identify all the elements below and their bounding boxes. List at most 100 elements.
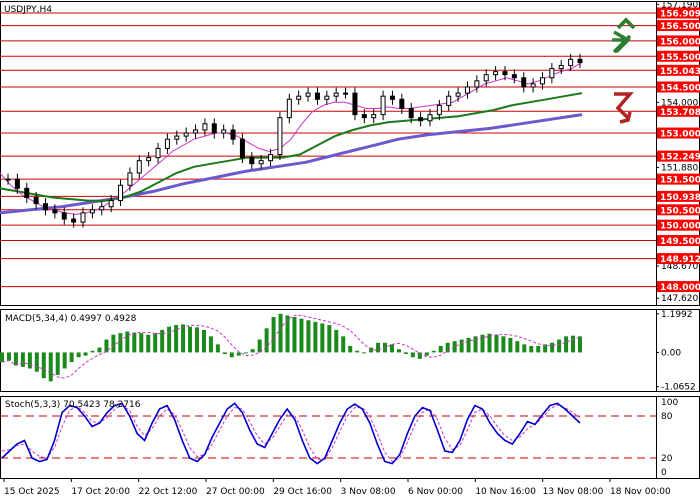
candle-body xyxy=(380,95,386,116)
candle-body xyxy=(502,71,508,76)
macd-tick-label: -1.0652 xyxy=(661,383,696,393)
candle-body xyxy=(268,154,274,162)
macd-tick-label: 0.00 xyxy=(661,348,681,358)
level-label: 150.500 xyxy=(660,206,700,216)
price-tick-label: 157.190 xyxy=(661,0,698,10)
ma-medium-line xyxy=(0,92,583,202)
macd-bar xyxy=(222,352,227,355)
candle-body xyxy=(324,95,330,100)
macd-bar xyxy=(501,336,506,353)
macd-bar xyxy=(445,342,450,353)
candle-body xyxy=(249,157,255,165)
macd-bar xyxy=(543,344,548,353)
macd-bar xyxy=(34,352,39,372)
ma-slow-line xyxy=(0,113,583,215)
time-tick-label: 6 Nov 00:00 xyxy=(408,487,463,497)
macd-signal-line xyxy=(1,314,581,379)
macd-bar xyxy=(292,317,297,353)
candle-body xyxy=(183,132,189,137)
candle-body xyxy=(43,203,49,211)
macd-bar xyxy=(410,352,415,358)
candle-body xyxy=(464,86,470,94)
price-tick-label: 151.880 xyxy=(661,163,698,173)
level-label: 150.938 xyxy=(660,193,700,203)
macd-bar xyxy=(278,313,283,353)
macd-bar xyxy=(181,324,186,353)
candle-body xyxy=(258,160,264,165)
macd-bar xyxy=(264,328,269,353)
candle-body xyxy=(371,114,377,119)
macd-bar xyxy=(215,344,220,353)
candle-body xyxy=(333,92,339,97)
macd-bar xyxy=(403,352,408,355)
macd-bar xyxy=(522,344,527,353)
level-label: 153.708 xyxy=(660,108,700,118)
stoch-main-line xyxy=(1,402,581,465)
level-label-box xyxy=(657,20,700,32)
candle-body xyxy=(155,147,161,159)
macd-bar xyxy=(236,352,241,356)
level-label-box xyxy=(657,173,700,185)
candle-body xyxy=(146,157,152,162)
time-tick-label: 10 Nov 16:00 xyxy=(475,487,536,497)
candle-body xyxy=(446,95,452,106)
macd-tick-label: 1.1992 xyxy=(661,310,693,320)
macd-bar xyxy=(341,336,346,353)
candle-body xyxy=(61,212,67,220)
level-label-box xyxy=(657,190,700,202)
macd-bar xyxy=(327,325,332,353)
candle-body xyxy=(521,77,527,88)
candle-body xyxy=(221,129,227,134)
candle-body xyxy=(24,187,30,199)
macd-bar xyxy=(55,352,60,375)
macd-bar xyxy=(69,352,74,363)
macd-bar xyxy=(396,349,401,353)
macd-bar xyxy=(20,352,25,367)
candle-body xyxy=(174,135,180,140)
time-tick-label: 15 Oct 2025 xyxy=(4,487,60,497)
level-label-box xyxy=(657,105,700,117)
macd-bar xyxy=(174,325,179,353)
macd-bar xyxy=(257,339,262,353)
candle-body xyxy=(5,178,11,181)
level-label-box xyxy=(657,35,700,47)
macd-bar xyxy=(438,345,443,353)
candle-body xyxy=(530,83,536,88)
macd-bar xyxy=(515,341,520,353)
macd-bar xyxy=(83,352,88,356)
level-label: 149.500 xyxy=(660,237,700,247)
down-arrow-icon xyxy=(614,92,634,124)
macd-bar xyxy=(320,323,325,353)
macd-bar xyxy=(90,350,95,353)
macd-bar xyxy=(487,333,492,353)
macd-bar xyxy=(250,349,255,353)
macd-bar xyxy=(299,318,304,353)
macd-bar xyxy=(424,352,429,356)
candle-body xyxy=(436,104,442,116)
macd-bar xyxy=(132,332,137,353)
main-chart-title: USDJPY,H4 xyxy=(4,5,52,15)
macd-bar xyxy=(550,342,555,353)
price-tick-label: 154.000 xyxy=(661,98,698,108)
macd-bar xyxy=(243,352,248,354)
macd-bar xyxy=(578,336,582,353)
candle-body xyxy=(455,92,461,97)
candle-body xyxy=(343,92,349,95)
level-label-box xyxy=(657,50,700,62)
macd-bar xyxy=(480,334,485,353)
candle-body xyxy=(108,200,114,208)
level-label: 151.500 xyxy=(660,176,700,186)
macd-bar xyxy=(139,333,144,353)
candle-body xyxy=(202,123,208,131)
macd-bar xyxy=(529,345,534,353)
macd-bar xyxy=(557,339,562,353)
macd-bar xyxy=(48,352,53,382)
level-label: 153.000 xyxy=(660,130,700,140)
macd-bar xyxy=(459,339,464,353)
macd-bar xyxy=(146,334,151,353)
candle-body xyxy=(539,77,545,85)
macd-bar xyxy=(62,352,67,369)
candle-body xyxy=(80,212,86,223)
level-label: 156.000 xyxy=(660,37,700,47)
macd-bar xyxy=(417,352,422,359)
